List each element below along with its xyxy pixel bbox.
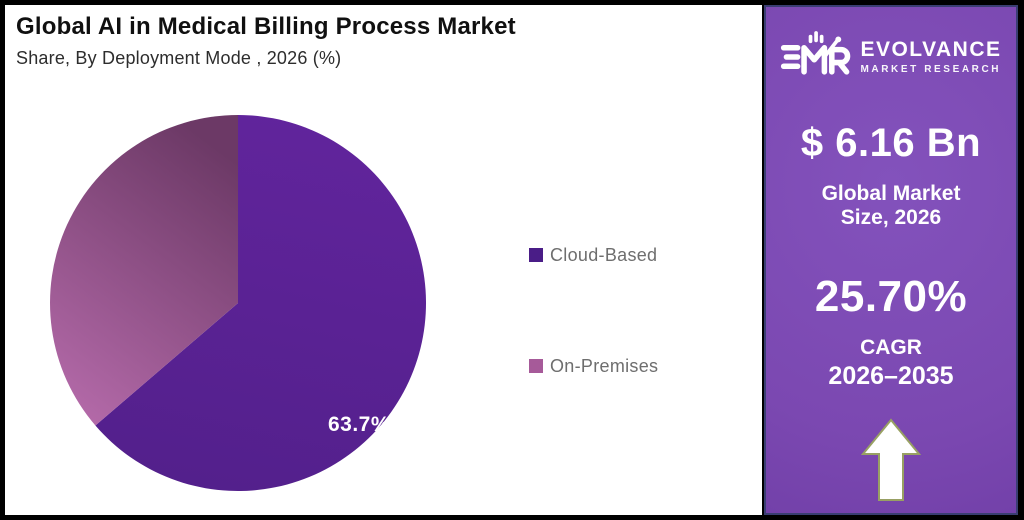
stats-sidebar: EVOLVANCE MARKET RESEARCH $ 6.16 Bn Glob…	[764, 5, 1018, 515]
cagr-stat: 25.70% CAGR 2026–2035	[815, 272, 967, 391]
brand-logo: EVOLVANCE MARKET RESEARCH	[780, 29, 1001, 85]
pie-slice-cloud-based	[95, 115, 427, 492]
market-size-label-line2: Size, 2026	[840, 206, 942, 230]
up-arrow-icon	[860, 418, 922, 502]
chart-area: Global AI in Medical Billing Process Mar…	[5, 5, 762, 515]
pie-slice-on-premises	[50, 115, 239, 426]
brand-text: EVOLVANCE MARKET RESEARCH	[860, 38, 1002, 75]
chart-legend: Cloud-Based On-Premises	[529, 244, 659, 376]
cagr-label: CAGR	[860, 336, 922, 360]
legend-item-on-premises: On-Premises	[529, 355, 659, 376]
brand-tagline: MARKET RESEARCH	[860, 63, 1002, 75]
legend-swatch-on-premises-icon	[529, 359, 543, 373]
cagr-range: 2026–2035	[828, 362, 954, 391]
market-size-label: Global Market Size, 2026	[801, 182, 981, 230]
pie-svg	[50, 115, 427, 492]
page-subtitle: Share, By Deployment Mode , 2026 (%)	[16, 47, 342, 68]
legend-swatch-cloud-based-icon	[529, 248, 543, 262]
pie-data-label: 63.7%	[327, 413, 391, 436]
page-title: Global AI in Medical Billing Process Mar…	[16, 13, 516, 40]
pie-chart: 63.7%	[48, 113, 428, 493]
market-size-label-line1: Global Market	[821, 182, 961, 205]
market-size-stat: $ 6.16 Bn Global Market Size, 2026	[801, 121, 981, 230]
cagr-value: 25.70%	[814, 272, 968, 322]
legend-item-cloud-based: Cloud-Based	[529, 244, 658, 265]
market-size-value: $ 6.16 Bn	[800, 121, 982, 165]
chart-header: Global AI in Medical Billing Process Mar…	[16, 13, 516, 69]
legend-label: On-Premises	[550, 355, 659, 376]
emr-logo-icon	[781, 31, 851, 75]
brand-name: EVOLVANCE	[860, 38, 1002, 62]
legend-label: Cloud-Based	[550, 244, 658, 265]
growth-arrow	[860, 417, 922, 508]
